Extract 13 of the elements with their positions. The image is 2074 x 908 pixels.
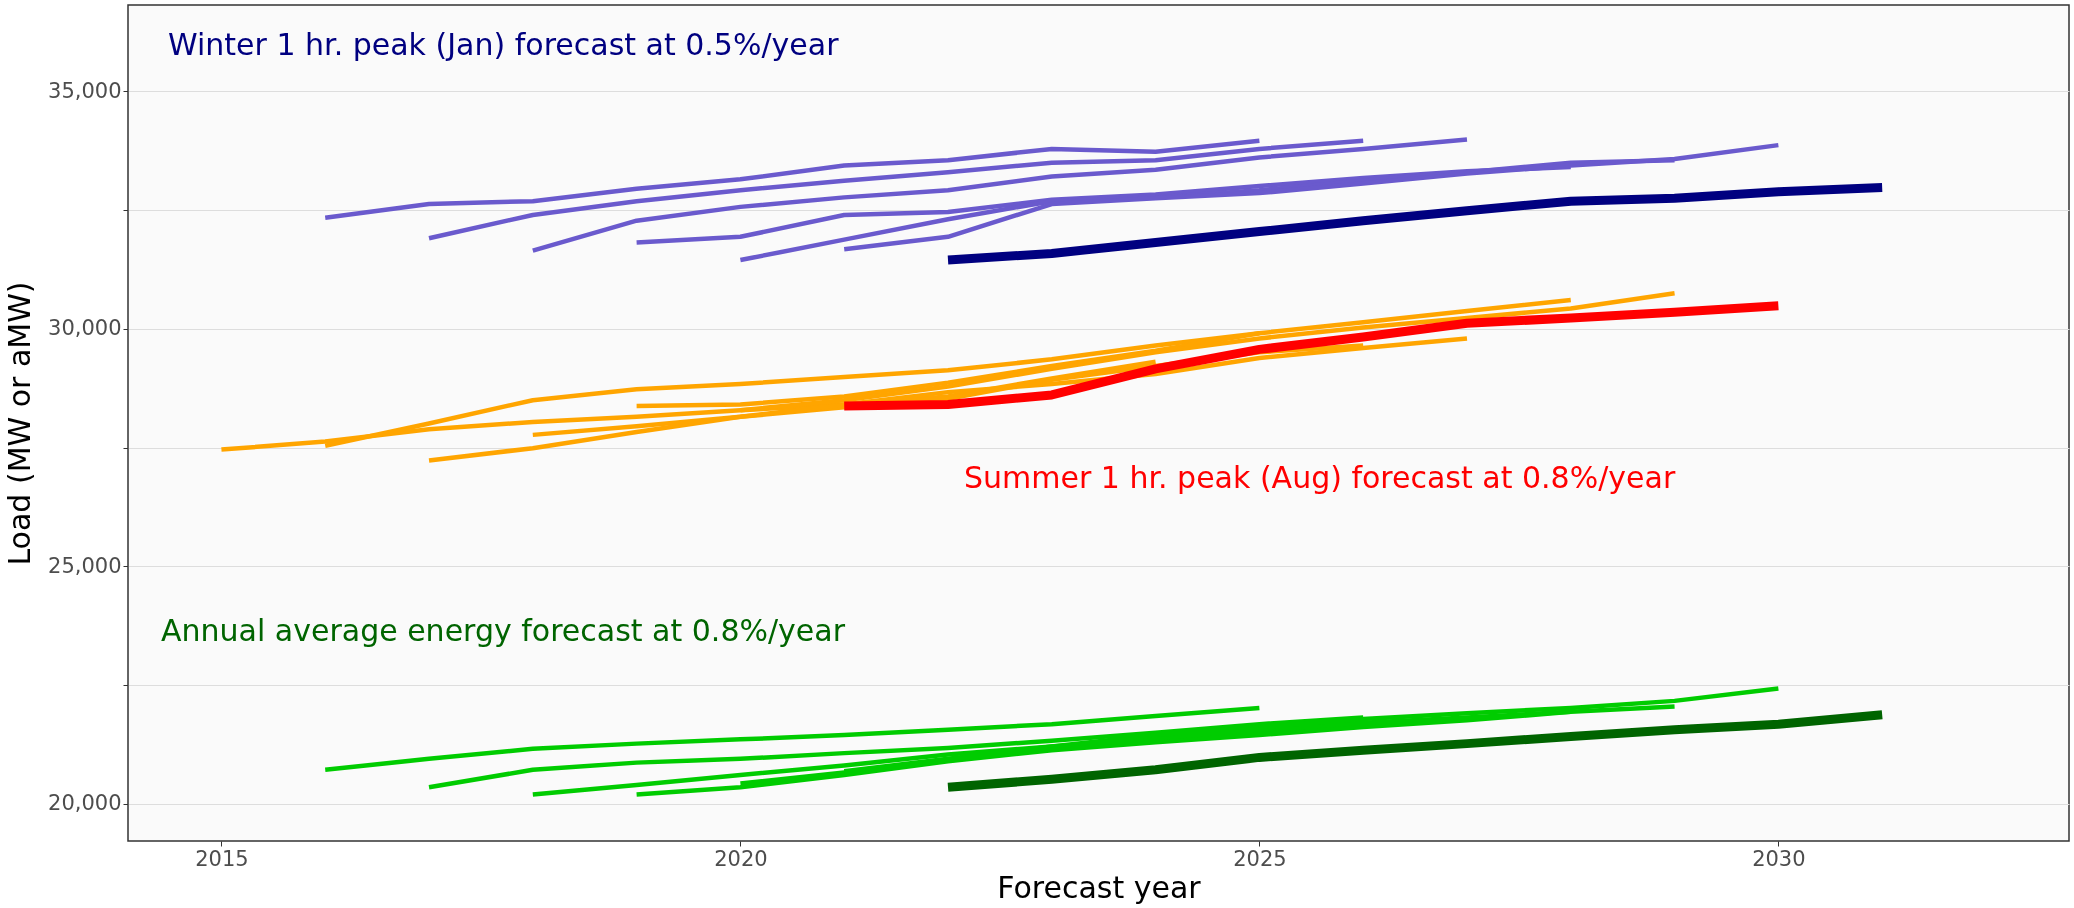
x-tick-label: 2020 xyxy=(714,846,768,871)
x-tick-label: 2015 xyxy=(195,846,249,871)
x-tick-label: 2030 xyxy=(1752,846,1806,871)
y-tick-label: 25,000 xyxy=(48,553,122,578)
y-tick-label: 35,000 xyxy=(48,78,122,103)
series-label: Summer 1 hr. peak (Aug) forecast at 0.8%/year xyxy=(964,460,1676,495)
x-tick-label: 2025 xyxy=(1233,846,1287,871)
text: Annual average energy forecast at 0.8%/year xyxy=(161,613,846,648)
y-axis-title: Load (MW or aMW) xyxy=(2,281,38,566)
text: Winter 1 hr. peak (Jan) forecast at 0.5%/year xyxy=(168,27,840,62)
y-tick-label: 20,000 xyxy=(48,791,122,816)
y-tick-label: 30,000 xyxy=(48,316,122,341)
x-axis-title: Forecast year xyxy=(997,869,1202,905)
